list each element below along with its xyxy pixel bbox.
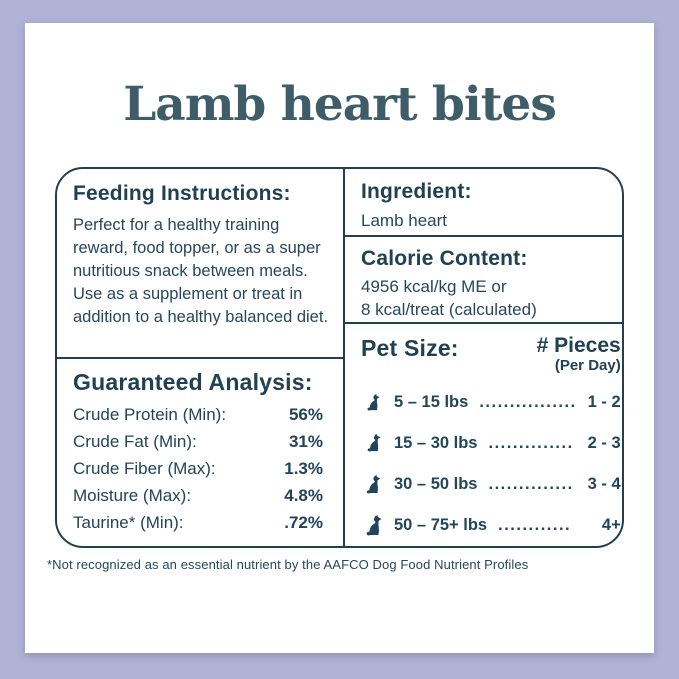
ingredient-heading: Ingredient: [361,179,472,203]
dot-leader: .............. [488,474,574,493]
nutrient-value: 4.8% [284,485,323,505]
right-column: Ingredient: Lamb heart Calorie Content: … [345,169,622,546]
pieces-subheading: (Per Day) [554,356,621,374]
nutrient-value: 1.3% [284,458,323,478]
ingredient-value: Lamb heart [361,210,447,230]
table-row: Crude Protein (Min): 56% [73,405,327,432]
feeding-instructions-heading: Feeding Instructions: [73,181,291,205]
feeding-instructions-section: Feeding Instructions: Perfect for a heal… [57,169,343,359]
pieces-header: # Pieces (Per Day) [536,333,621,374]
left-column: Feeding Instructions: Perfect for a heal… [57,168,345,546]
guaranteed-analysis-heading: Guaranteed Analysis: [73,368,313,395]
pieces-count: 3 - 4 [587,474,621,493]
pet-size-section: Pet Size: # Pieces (Per Day) [345,324,622,546]
label-card: Lamb heart bites Feeding Instructions: P… [25,23,654,653]
nutrient-value: 31% [288,431,323,451]
calorie-content-heading: Calorie Content: [361,247,528,271]
nutrient-label: Crude Fat (Min): [73,431,197,451]
guaranteed-analysis-table: Crude Protein (Min): 56% Crude Fat (Min)… [73,405,327,540]
aafco-footnote: *Not recognized as an essential nutrient… [47,556,529,572]
dot-leader: ................ [479,392,577,411]
calorie-content-section: Calorie Content: 4956 kcal/kg ME or 8 kc… [345,237,622,324]
weight-range: 50 – 75+ lbs [394,515,488,534]
pet-size-header: Pet Size: # Pieces (Per Day) [361,333,621,374]
nutrient-label: Moisture (Max): [73,485,192,505]
dog-icon [361,474,385,494]
nutrient-label: Taurine* (Min): [73,512,184,532]
pieces-count: 1 - 2 [587,392,621,411]
dog-icon [361,434,385,452]
weight-range: 5 – 15 lbs [394,392,469,411]
pieces-count: 2 - 3 [587,433,621,452]
pieces-heading: # Pieces [536,333,621,357]
pet-size-table: 5 – 15 lbs ................ 1 - 2 [361,382,621,546]
calorie-line-2: 8 kcal/treat (calculated) [361,300,537,320]
table-row: 15 – 30 lbs .............. 2 - 3 [361,423,621,464]
weight-range: 15 – 30 lbs [394,433,478,452]
dot-leader: .............. [488,433,574,452]
ingredient-section: Ingredient: Lamb heart [345,169,622,238]
dot-leader: ............ [498,515,572,534]
calorie-line-1: 4956 kcal/kg ME or [361,277,507,297]
table-row: Moisture (Max): 4.8% [73,486,327,513]
table-row: 30 – 50 lbs .............. 3 - 4 [361,464,621,505]
feeding-instructions-text: Perfect for a healthy training reward, f… [73,215,329,326]
dog-icon [361,393,385,411]
table-row: Crude Fat (Min): 31% [73,432,327,459]
nutrient-label: Crude Fiber (Max): [73,458,216,478]
table-row: 5 – 15 lbs ................ 1 - 2 [361,382,621,423]
guaranteed-analysis-section: Guaranteed Analysis: Crude Protein (Min)… [57,359,343,546]
nutrient-value: 56% [288,404,323,424]
info-box: Feeding Instructions: Perfect for a heal… [55,166,624,548]
table-row: 50 – 75+ lbs ............ 4+ [361,505,621,546]
nutrient-value: .72% [284,512,323,532]
table-row: Taurine* (Min): .72% [73,513,327,540]
pet-size-heading: Pet Size: [361,334,459,361]
table-row: Crude Fiber (Max): 1.3% [73,459,327,486]
weight-range: 30 – 50 lbs [394,474,478,493]
calorie-content-text: 4956 kcal/kg ME or 8 kcal/treat (calcula… [361,275,619,321]
pieces-count: 4+ [601,515,621,534]
page-title: Lamb heart bites [123,77,557,132]
nutrient-label: Crude Protein (Min): [73,404,227,424]
dog-icon [361,514,385,536]
